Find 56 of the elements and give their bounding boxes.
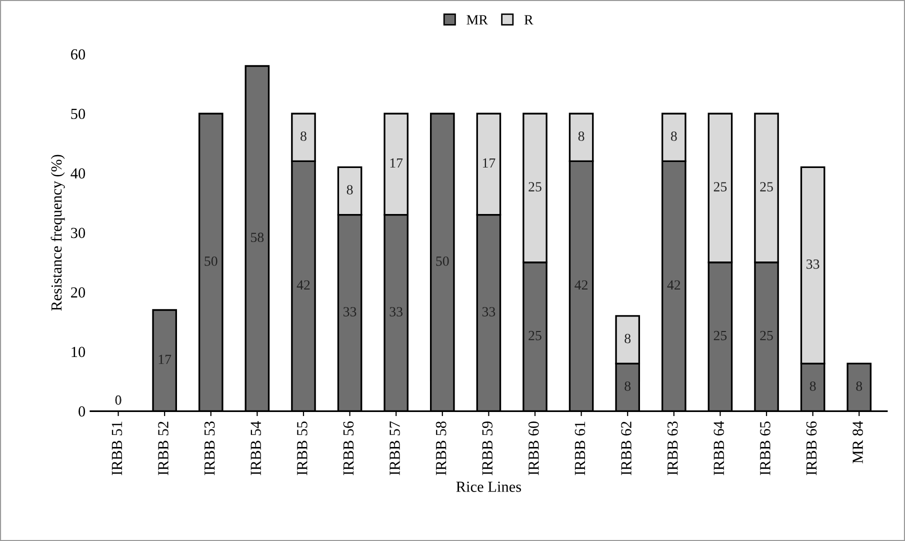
x-tick-label: IRBB 60 <box>528 421 539 476</box>
y-tick-label: 10 <box>72 346 86 358</box>
data-label: 33 <box>806 260 820 269</box>
y-tick-label: 40 <box>70 168 86 179</box>
data-label: 8 <box>300 132 306 141</box>
y-tick-label: 20 <box>71 287 86 298</box>
data-label: 33 <box>344 307 356 316</box>
data-label: 25 <box>714 182 727 192</box>
x-axis-title: Rice Lines <box>456 482 522 492</box>
x-tick-label: IRBB 63 <box>667 421 678 476</box>
x-tick-label: IRBB 51 <box>112 422 122 476</box>
y-axis-title: Resistance frequency (%) <box>50 154 65 311</box>
data-label: 8 <box>624 334 631 344</box>
y-tick-label: 0 <box>78 406 86 417</box>
data-label: 25 <box>760 330 773 340</box>
data-label: 25 <box>760 182 773 192</box>
data-label: 42 <box>574 280 588 290</box>
x-tick-label: IRBB 53 <box>204 421 215 476</box>
y-tick-label: 30 <box>71 228 86 238</box>
x-tick-label: IRBB 54 <box>250 421 262 476</box>
data-label: 8 <box>624 381 631 391</box>
legend-label: MR <box>466 15 488 24</box>
data-label: 17 <box>158 354 172 364</box>
data-label: 8 <box>346 185 353 194</box>
data-label: 58 <box>251 232 264 242</box>
x-tick-label: IRBB 55 <box>297 421 308 476</box>
data-label: 17 <box>482 158 496 168</box>
data-label: 0 <box>115 395 122 405</box>
x-tick-label: IRBB 66 <box>806 421 817 476</box>
x-tick-label: IRBB 52 <box>158 422 168 476</box>
data-label: 25 <box>528 182 542 192</box>
x-tick-label: IRBB 62 <box>621 422 632 476</box>
data-label: 17 <box>390 158 403 168</box>
data-label: 8 <box>856 381 862 391</box>
y-tick-label: 60 <box>71 49 86 60</box>
data-label: 33 <box>482 307 496 316</box>
x-tick-label: IRBB 57 <box>390 421 400 476</box>
x-tick-label: IRBB 56 <box>343 421 354 476</box>
y-tick-label: 50 <box>71 108 86 120</box>
data-label: 33 <box>390 307 402 316</box>
x-tick-label: IRBB 61 <box>574 422 586 476</box>
data-label: 50 <box>204 256 218 266</box>
x-tick-label: IRBB 65 <box>760 421 770 476</box>
data-label: 42 <box>296 280 310 290</box>
x-tick-label: MR 84 <box>852 421 863 464</box>
data-label: 42 <box>667 280 680 290</box>
x-tick-label: IRBB 64 <box>714 421 724 476</box>
data-label: 50 <box>436 256 449 266</box>
x-tick-label: IRBB 58 <box>436 421 446 476</box>
legend-label: R <box>524 15 534 24</box>
data-label: 8 <box>578 132 584 141</box>
data-label: 8 <box>670 132 677 141</box>
data-label: 25 <box>528 330 542 340</box>
x-tick-label: IRBB 59 <box>482 422 493 476</box>
data-label: 25 <box>714 330 727 340</box>
data-label: 8 <box>810 381 816 391</box>
